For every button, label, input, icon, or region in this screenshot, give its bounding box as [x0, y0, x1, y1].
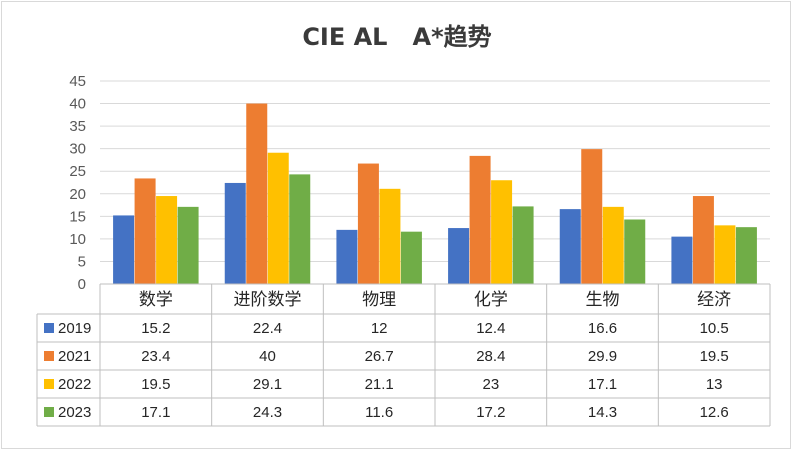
legend-label: 2021 — [58, 348, 91, 365]
legend-label: 2023 — [58, 404, 91, 421]
y-tick-label: 30 — [69, 141, 86, 158]
legend-key-2023 — [44, 407, 54, 417]
data-label: 28.4 — [476, 348, 505, 365]
data-label: 12.6 — [700, 404, 729, 421]
y-tick-label: 25 — [69, 163, 86, 180]
data-label: 17.1 — [588, 376, 617, 393]
data-label: 40 — [259, 348, 276, 365]
bar-2019-2 — [336, 229, 358, 284]
bar-2019-1 — [224, 182, 246, 284]
y-tick-label: 35 — [69, 118, 86, 135]
bar-2021-5 — [692, 196, 714, 284]
legend-key-2022 — [44, 379, 54, 389]
legend-label: 2022 — [58, 376, 91, 393]
data-label: 12 — [371, 320, 388, 337]
bar-2023-0 — [177, 206, 199, 284]
bar-2023-3 — [512, 206, 534, 284]
data-label: 19.5 — [141, 376, 170, 393]
data-label: 11.6 — [365, 404, 393, 421]
bar-2022-3 — [491, 180, 513, 284]
data-label: 14.3 — [588, 404, 617, 421]
y-tick-label: 45 — [69, 73, 86, 90]
bar-2021-1 — [246, 103, 268, 284]
data-label: 12.4 — [476, 320, 505, 337]
data-label: 29.1 — [253, 376, 282, 393]
bar-2023-2 — [400, 231, 422, 284]
bar-2023-5 — [735, 227, 757, 284]
y-tick-label: 10 — [69, 231, 86, 248]
data-label: 23 — [482, 376, 499, 393]
category-label: 数学 — [139, 290, 173, 309]
data-label: 10.5 — [700, 320, 729, 337]
bar-2022-5 — [714, 225, 736, 284]
bar-2019-5 — [671, 236, 693, 284]
y-tick-label: 5 — [78, 253, 86, 270]
bar-2022-0 — [156, 196, 178, 284]
chart-title: CIE AL A*趋势 — [302, 23, 492, 51]
bar-2019-0 — [113, 215, 135, 284]
y-tick-label: 20 — [69, 186, 86, 203]
data-label: 19.5 — [700, 348, 729, 365]
bar-2019-4 — [559, 209, 581, 284]
bar-2021-2 — [357, 163, 379, 284]
legend-label: 2019 — [58, 320, 91, 337]
data-label: 13 — [706, 376, 723, 393]
data-label: 15.2 — [141, 320, 170, 337]
bar-2023-1 — [289, 174, 311, 284]
data-label: 16.6 — [588, 320, 617, 337]
legend-key-2021 — [44, 351, 54, 361]
bar-2022-2 — [379, 188, 401, 284]
category-label: 化学 — [474, 290, 508, 309]
bar-2021-3 — [469, 155, 491, 284]
bar-2022-1 — [267, 152, 289, 284]
data-label: 21.1 — [365, 376, 394, 393]
y-tick-label: 0 — [78, 276, 86, 293]
bar-2021-4 — [581, 149, 603, 284]
y-tick-label: 40 — [69, 96, 86, 113]
category-label: 经济 — [697, 290, 731, 309]
data-label: 26.7 — [365, 348, 394, 365]
data-label: 24.3 — [253, 404, 282, 421]
bar-2022-4 — [602, 206, 624, 284]
bar-2021-0 — [134, 178, 156, 284]
bar-2023-4 — [624, 219, 646, 284]
y-tick-label: 15 — [69, 208, 86, 225]
legend-key-2019 — [44, 323, 54, 333]
data-label: 29.9 — [588, 348, 617, 365]
data-label: 22.4 — [253, 320, 282, 337]
data-label: 17.2 — [476, 404, 505, 421]
category-label: 生物 — [586, 290, 620, 309]
category-label: 进阶数学 — [234, 290, 302, 309]
category-label: 物理 — [362, 290, 396, 309]
bar-2019-3 — [448, 228, 470, 284]
data-label: 17.1 — [141, 404, 170, 421]
data-label: 23.4 — [141, 348, 170, 365]
